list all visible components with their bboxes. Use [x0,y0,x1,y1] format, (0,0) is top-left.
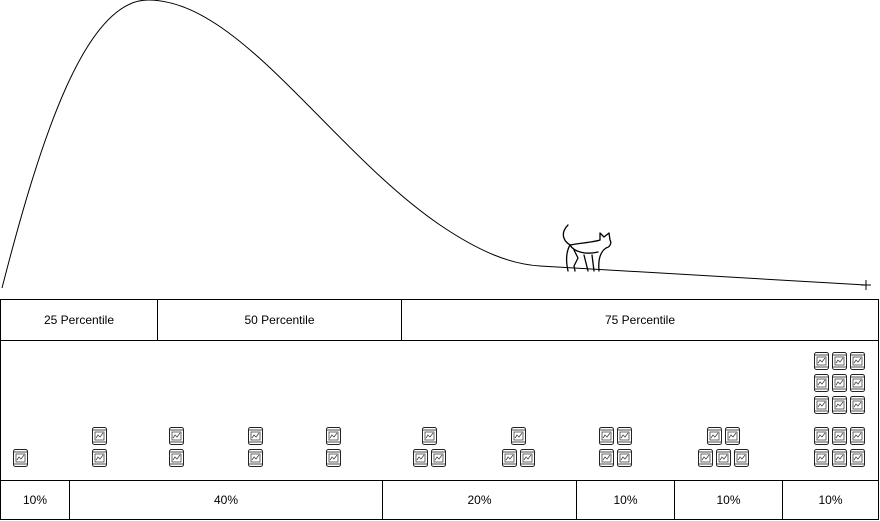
cat-food-can-icon [733,449,749,467]
share-cell-4: 10% [576,481,674,519]
share-label: 20% [467,493,492,507]
cat-food-can-icon [501,449,517,467]
share-band: 10% 40% 20% 10% 10% 10% [0,480,879,520]
cat-food-can-icon [412,449,428,467]
cat-food-can-icon [519,449,535,467]
cans-band [0,341,879,481]
share-label: 10% [613,493,638,507]
cat-food-can-icon [849,427,865,445]
cat-food-can-icon [598,427,614,445]
cat-food-can-icon [247,427,263,445]
cat-food-can-icon [91,427,107,445]
cat-food-can-icon [430,449,446,467]
cat-food-can-icon [715,449,731,467]
cat-food-can-icon [91,449,107,467]
percentile-25-label: 25 Percentile [43,313,115,327]
cat-food-can-icon [616,427,632,445]
cat-food-can-icon [12,449,28,467]
cat-food-can-icon [831,396,847,415]
cat-food-can-icon [598,449,614,467]
cat-food-can-icon [168,449,184,467]
cat-food-can-icon [831,449,847,467]
distribution-diagram [1,0,871,290]
cat-food-can-icon [168,427,184,445]
curve-end-marker [861,280,871,290]
percentile-25-cell: 25 Percentile [1,300,157,340]
share-cell-3: 20% [382,481,576,519]
cat-food-can-icon [831,427,847,445]
percentile-75-cell: 75 Percentile [401,300,878,340]
share-cell-5: 10% [674,481,782,519]
cat-food-can-icon [813,449,829,467]
share-label: 40% [213,493,239,507]
share-label: 10% [818,493,843,507]
cat-food-can-icon [706,427,722,445]
cat-food-can-icon [813,352,829,371]
share-cell-2: 40% [69,481,382,519]
cat-food-can-icon [247,449,263,467]
cat-icon [562,224,612,272]
share-cell-1: 10% [1,481,69,519]
cat-food-can-icon [813,374,829,393]
share-cell-6: 10% [782,481,878,519]
share-label: 10% [22,493,48,507]
cat-food-can-icon [421,427,437,445]
cat-food-can-icon [831,352,847,371]
percentile-band: 25 Percentile 50 Percentile 75 Percentil… [0,299,879,341]
cat-food-can-icon [849,352,865,371]
percentile-50-label: 50 Percentile [244,313,315,327]
cat-food-can-icon [813,396,829,415]
percentile-75-label: 75 Percentile [604,313,676,327]
cat-food-can-icon [724,427,740,445]
cat-food-can-icon [616,449,632,467]
cat-food-can-icon [849,449,865,467]
cat-food-can-icon [325,427,341,445]
share-label: 10% [716,493,741,507]
cat-food-can-icon [849,396,865,415]
cat-food-can-icon [849,374,865,393]
cat-food-can-icon [697,449,713,467]
cat-food-can-icon [325,449,341,467]
distribution-curve [1,0,867,289]
percentile-50-cell: 50 Percentile [157,300,401,340]
cat-food-can-icon [813,427,829,445]
cat-food-can-icon [831,374,847,393]
cat-food-can-icon [510,427,526,445]
